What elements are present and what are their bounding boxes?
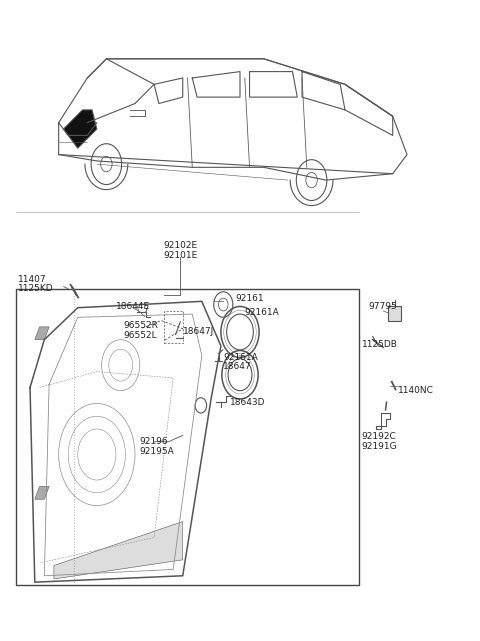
Text: 92195A: 92195A (140, 447, 175, 456)
Bar (388, 306, 401, 320)
Text: 92196: 92196 (140, 437, 168, 446)
Polygon shape (35, 327, 49, 340)
Text: 1125KD: 1125KD (18, 284, 54, 293)
Text: 92161: 92161 (235, 294, 264, 303)
Polygon shape (35, 487, 49, 499)
Text: 18647J: 18647J (183, 328, 214, 337)
Polygon shape (54, 522, 183, 579)
Text: 96552R: 96552R (123, 321, 158, 330)
Bar (16, 288, 360, 585)
Text: 18644E: 18644E (116, 302, 150, 311)
Text: 92161A: 92161A (223, 353, 258, 362)
Text: 18643D: 18643D (229, 397, 265, 406)
Text: 92101E: 92101E (164, 251, 198, 260)
Polygon shape (63, 110, 97, 148)
Text: 96552L: 96552L (123, 331, 156, 340)
Text: 92102E: 92102E (164, 241, 198, 251)
Text: 92161A: 92161A (245, 308, 279, 317)
Text: 97795: 97795 (368, 302, 396, 311)
Text: 1140NC: 1140NC (398, 387, 434, 395)
Text: 18647: 18647 (223, 362, 252, 371)
Text: 92191G: 92191G (362, 442, 397, 451)
Text: 11407: 11407 (18, 274, 47, 283)
Text: 1125DB: 1125DB (362, 340, 397, 349)
Text: 92192C: 92192C (362, 432, 396, 441)
